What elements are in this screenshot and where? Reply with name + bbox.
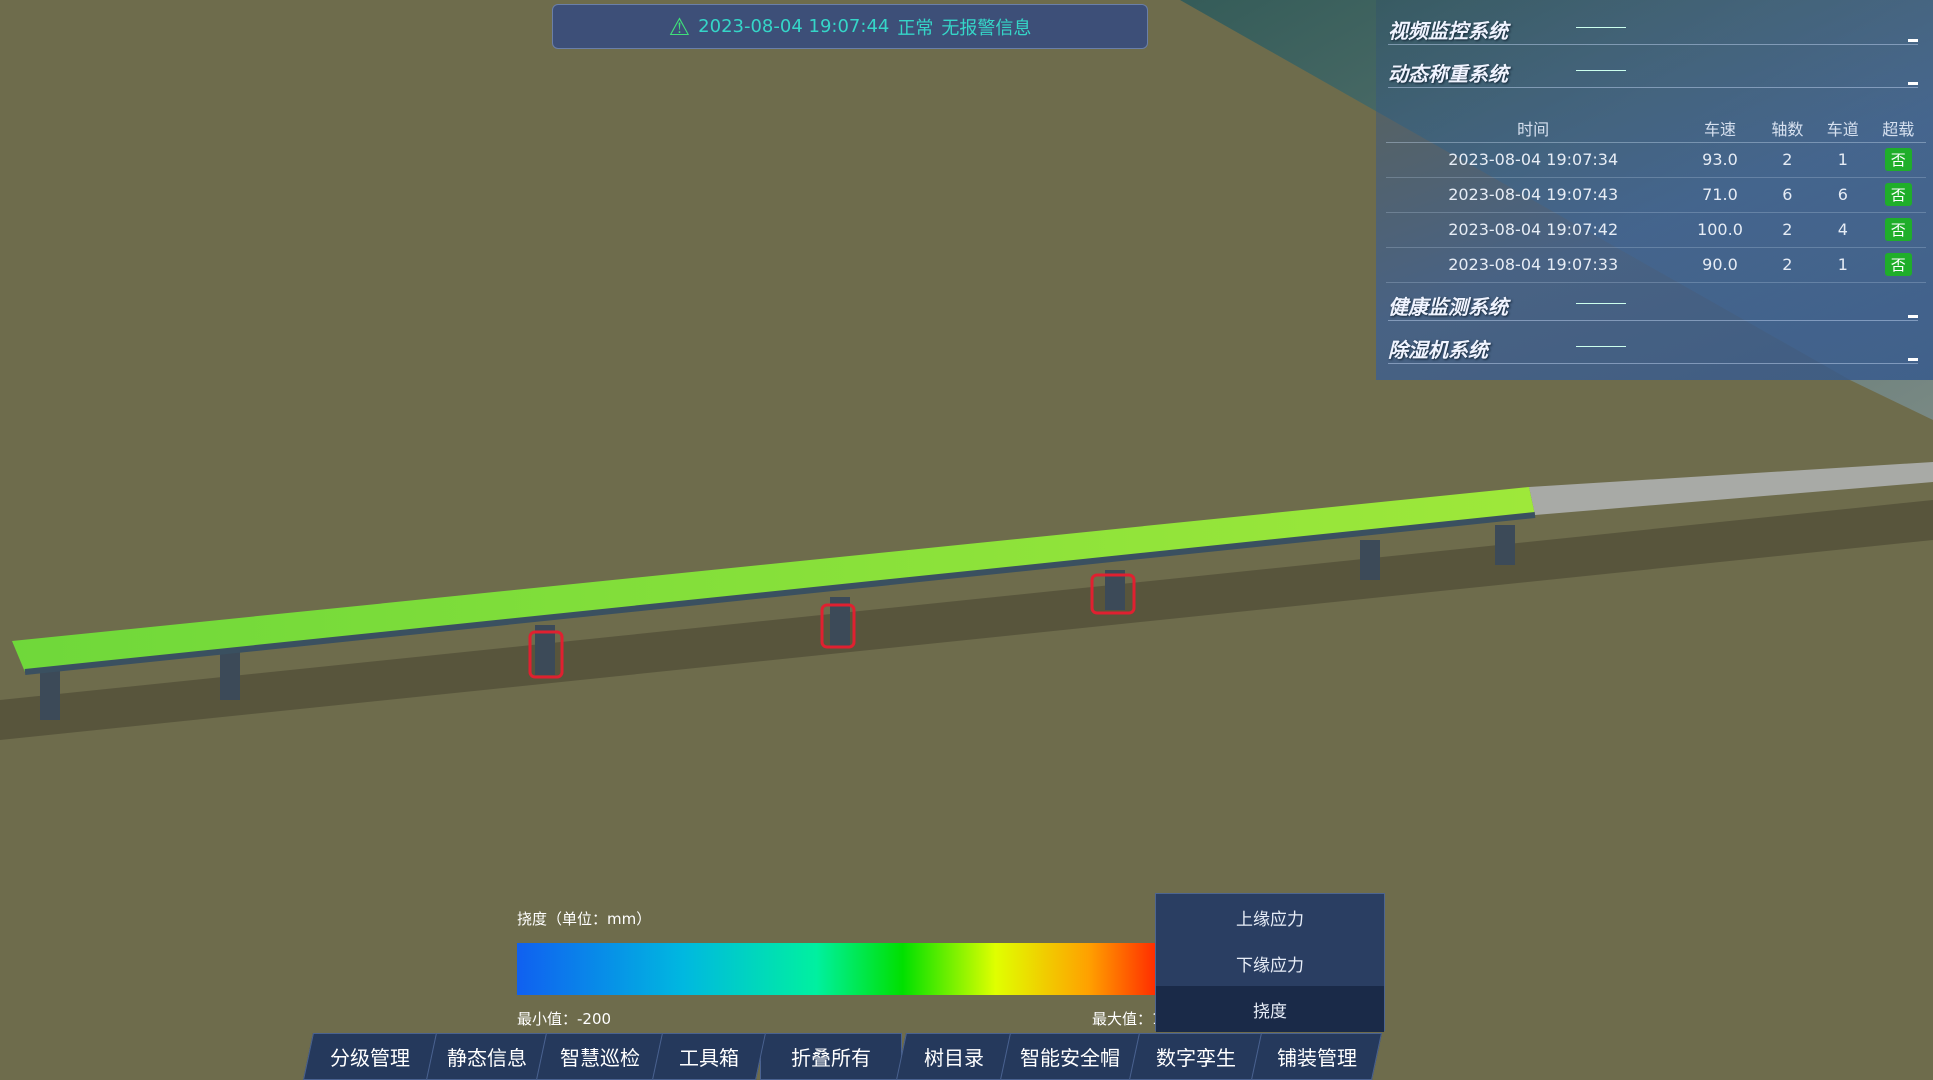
collapse-icon[interactable]: [1908, 39, 1918, 42]
table-row[interactable]: 2023-08-04 19:07:34 93.0 2 1 否: [1386, 142, 1926, 178]
color-scale-bar: [517, 943, 1182, 995]
col-overload: 超载: [1870, 114, 1926, 143]
cell-axles: 2: [1759, 247, 1816, 283]
collapse-icon[interactable]: [1908, 358, 1918, 361]
section-title: 动态称重系统: [1388, 62, 1508, 86]
tab-label: 分级管理: [330, 1046, 410, 1070]
table-row[interactable]: 2023-08-04 19:07:43 71.0 6 6 否: [1386, 177, 1926, 213]
alarm-message: 无报警信息: [941, 17, 1032, 39]
bridge-far-deck: [1529, 462, 1933, 515]
cell-speed: 71.0: [1680, 177, 1760, 213]
overload-badge: 否: [1884, 218, 1912, 241]
tab-label: 智慧巡检: [559, 1046, 640, 1070]
table-row[interactable]: 2023-08-04 19:07:42 100.0 2 4 否: [1386, 212, 1926, 248]
cell-overload: 否: [1870, 247, 1926, 283]
tab-label: 静态信息: [446, 1046, 527, 1070]
bottom-toolbar: 分级管理 静态信息 智慧巡检 工具箱 折叠所有 树目录 智能安全帽 数字孪生 铺…: [303, 1033, 1382, 1080]
cell-speed: 100.0: [1680, 212, 1760, 248]
section-weigh-in-motion[interactable]: 动态称重系统: [1388, 58, 1918, 88]
cell-axles: 2: [1759, 212, 1816, 248]
cell-lane: 1: [1815, 142, 1871, 178]
cell-overload: 否: [1870, 212, 1926, 248]
alarm-banner: ⚠ 2023-08-04 19:07:44 正常 无报警信息: [552, 4, 1148, 49]
mode-top-stress[interactable]: 上缘应力: [1236, 909, 1304, 930]
tab-tree-directory[interactable]: 树目录: [896, 1033, 1011, 1080]
section-title: 视频监控系统: [1388, 19, 1508, 43]
mode-bottom-stress[interactable]: 下缘应力: [1236, 955, 1304, 976]
systems-panel: 视频监控系统 动态称重系统 时间 车速 轴数 车道 超载 2023-08-04 …: [1376, 0, 1933, 380]
col-time: 时间: [1386, 114, 1681, 143]
warning-triangle-icon: ⚠: [668, 12, 691, 41]
tab-smart-helmet[interactable]: 智能安全帽: [1000, 1033, 1140, 1080]
overload-badge: 否: [1884, 148, 1912, 171]
cell-lane: 6: [1815, 177, 1871, 213]
tab-label: 折叠所有: [791, 1046, 871, 1070]
tab-label: 智能安全帽: [1020, 1046, 1120, 1070]
tab-digital-twin[interactable]: 数字孪生: [1129, 1033, 1262, 1080]
mode-deflection[interactable]: 挠度: [1156, 986, 1384, 1032]
tab-label: 树目录: [923, 1046, 984, 1070]
col-lane: 车道: [1815, 114, 1871, 143]
pier-alert-markers: [528, 573, 1136, 679]
section-dehumidifier[interactable]: 除湿机系统: [1388, 334, 1918, 364]
section-title: 健康监测系统: [1388, 295, 1508, 319]
collapse-icon[interactable]: [1908, 315, 1918, 318]
cell-speed: 90.0: [1680, 247, 1760, 283]
tab-static-info[interactable]: 静态信息: [426, 1033, 547, 1080]
tab-label: 工具箱: [679, 1046, 739, 1070]
alarm-status: 正常: [897, 17, 934, 39]
cell-lane: 4: [1815, 212, 1871, 248]
overload-badge: 否: [1884, 253, 1912, 276]
cell-axles: 2: [1759, 142, 1816, 178]
weigh-table: 时间 车速 轴数 车道 超载 2023-08-04 19:07:34 93.0 2 1…: [1386, 114, 1926, 283]
section-title: 除湿机系统: [1388, 338, 1488, 362]
cell-overload: 否: [1870, 177, 1926, 213]
tab-pavement[interactable]: 铺装管理: [1251, 1033, 1382, 1080]
alarm-timestamp: 2023-08-04 19:07:44: [698, 16, 890, 37]
cell-speed: 93.0: [1680, 142, 1760, 178]
legend-min: 最小值：-200: [517, 1010, 612, 1028]
collapse-icon[interactable]: [1908, 82, 1918, 85]
legend-title: 挠度（单位：mm）: [517, 910, 652, 928]
col-axles: 轴数: [1759, 114, 1816, 143]
tab-collapse-all[interactable]: 折叠所有: [760, 1033, 902, 1080]
cell-time: 2023-08-04 19:07:42: [1386, 212, 1681, 248]
table-row[interactable]: 2023-08-04 19:07:33 90.0 2 1 否: [1386, 247, 1926, 283]
section-video-monitoring[interactable]: 视频监控系统: [1388, 15, 1918, 45]
cell-lane: 1: [1815, 247, 1871, 283]
overload-badge: 否: [1884, 183, 1912, 206]
tab-label: 铺装管理: [1276, 1046, 1357, 1070]
tab-smart-inspection[interactable]: 智慧巡检: [536, 1033, 663, 1080]
cell-time: 2023-08-04 19:07:43: [1386, 177, 1681, 213]
tab-label: 数字孪生: [1155, 1046, 1236, 1070]
bridge-deck-highlight[interactable]: [12, 487, 1535, 672]
cell-time: 2023-08-04 19:07:34: [1386, 142, 1681, 178]
bridge-shadow: [0, 500, 1933, 740]
col-speed: 车速: [1680, 114, 1760, 143]
cell-axles: 6: [1759, 177, 1816, 213]
cell-overload: 否: [1870, 142, 1926, 178]
tab-grading[interactable]: 分级管理: [303, 1033, 437, 1080]
section-health-monitoring[interactable]: 健康监测系统: [1388, 291, 1918, 321]
cell-time: 2023-08-04 19:07:33: [1386, 247, 1681, 283]
mode-selector: 上缘应力 下缘应力 挠度: [1155, 893, 1385, 1032]
tab-toolbox[interactable]: 工具箱: [652, 1033, 766, 1080]
bridge-piers: [40, 525, 1515, 720]
